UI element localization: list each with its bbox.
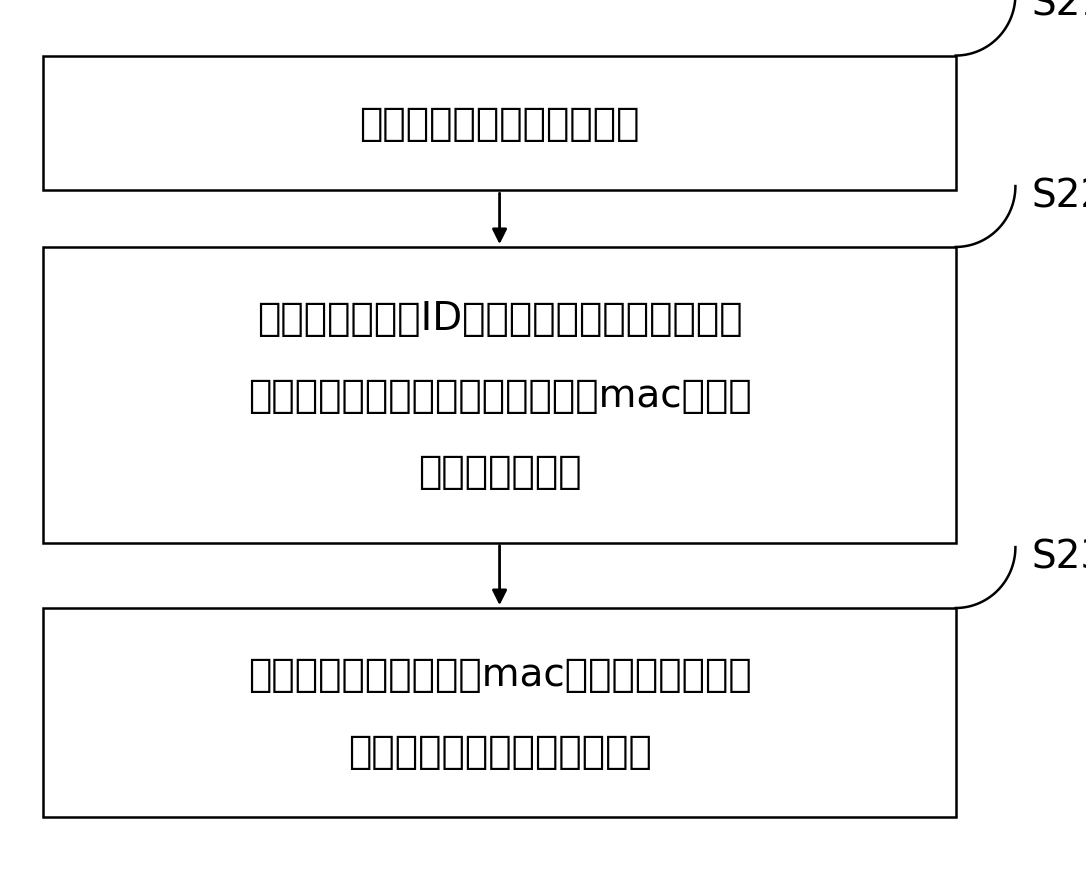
Text: 穿戴设备将设备ID、定位状态数据上传到服务: 穿戴设备将设备ID、定位状态数据上传到服务 — [256, 300, 743, 338]
Text: 的账号来读取定位状态数据。: 的账号来读取定位状态数据。 — [348, 732, 652, 770]
FancyBboxPatch shape — [43, 56, 956, 191]
FancyBboxPatch shape — [43, 608, 956, 817]
Text: 器中预设的以穿戴设备的蓝牙芯片mac地址为: 器中预设的以穿戴设备的蓝牙芯片mac地址为 — [248, 376, 752, 415]
Text: 智能终端获取蓝牙芯片mac地址，登录服务器: 智能终端获取蓝牙芯片mac地址，登录服务器 — [248, 655, 752, 693]
Text: 账号名的账号内: 账号名的账号内 — [418, 453, 581, 491]
Text: S22: S22 — [1032, 177, 1086, 215]
Text: S21: S21 — [1032, 0, 1086, 23]
Text: S23: S23 — [1032, 538, 1086, 575]
Text: 穿戴设备获取定位状态数据: 穿戴设备获取定位状态数据 — [359, 105, 640, 143]
FancyBboxPatch shape — [43, 248, 956, 543]
